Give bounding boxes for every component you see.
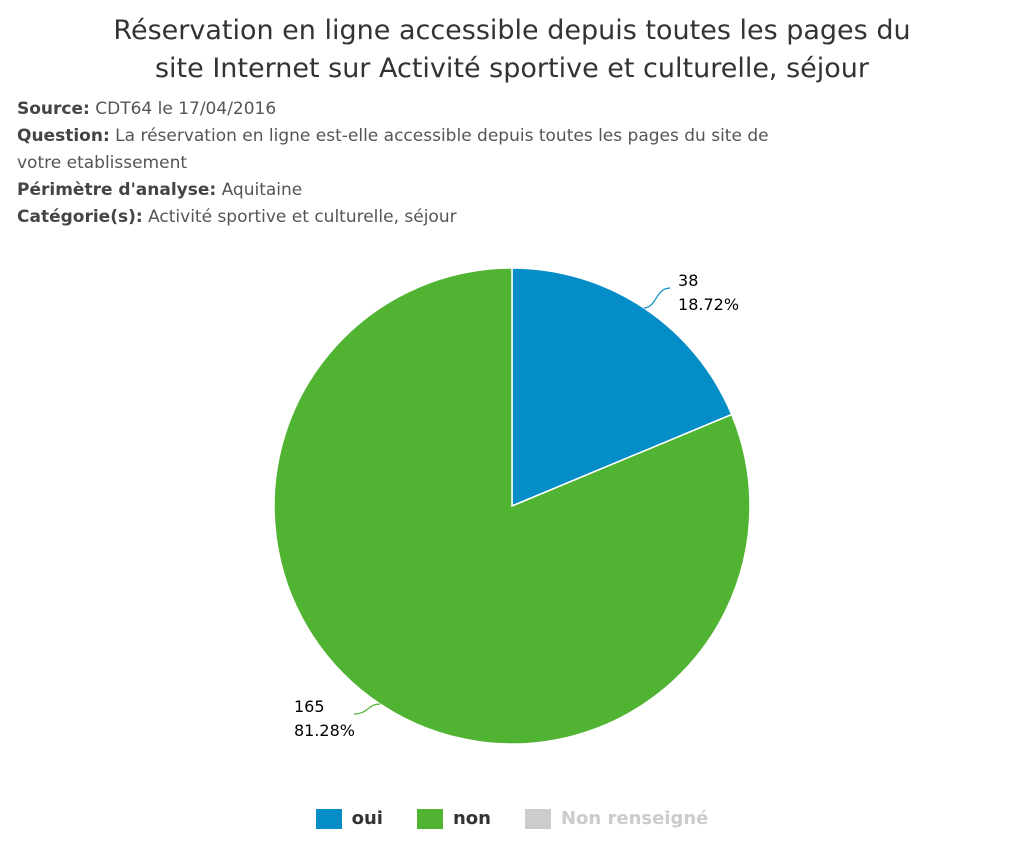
- meta-perimetre-key: Périmètre d'analyse:: [17, 180, 217, 200]
- legend-label-non: non: [452, 808, 491, 829]
- chart-title-line-2: site Internet sur Activité sportive et c…: [154, 53, 870, 84]
- meta-question-key: Question:: [17, 126, 110, 146]
- legend-item-non[interactable]: non: [416, 808, 491, 829]
- legend-label-oui: oui: [351, 808, 383, 829]
- meta-question-line-2: votre etablissement: [17, 153, 188, 173]
- chart-legend: oui non Non renseigné: [0, 808, 1024, 829]
- chart-title-line-1: Réservation en ligne accessible depuis t…: [113, 15, 911, 46]
- pie-label-percent-oui: 18.72%: [678, 295, 739, 314]
- meta-categorie: Catégorie(s): Activité sportive et cultu…: [17, 204, 917, 231]
- pie-label-percent-non: 81.28%: [294, 721, 355, 740]
- meta-perimetre: Périmètre d'analyse: Aquitaine: [17, 177, 917, 204]
- chart-title: Réservation en ligne accessible depuis t…: [0, 12, 1024, 88]
- pie-connector-oui: [643, 287, 671, 309]
- meta-source-value: CDT64 le 17/04/2016: [95, 99, 277, 119]
- legend-swatch-non-renseigné: [524, 808, 551, 829]
- legend-label-non-renseigné: Non renseigné: [560, 808, 709, 829]
- meta-question: Question: La réservation en ligne est-el…: [17, 123, 917, 150]
- meta-source: Source: CDT64 le 17/04/2016: [17, 96, 917, 123]
- legend-swatch-oui: [315, 808, 342, 829]
- pie-connector-non: [353, 703, 380, 715]
- pie-label-value-non: 165: [294, 697, 325, 716]
- legend-item-oui[interactable]: oui: [315, 808, 383, 829]
- pie-label-value-oui: 38: [678, 271, 698, 290]
- meta-categorie-key: Catégorie(s):: [17, 207, 143, 227]
- meta-question-value: La réservation en ligne est-elle accessi…: [115, 126, 769, 146]
- legend-swatch-non: [416, 808, 443, 829]
- chart-metadata: Source: CDT64 le 17/04/2016 Question: La…: [17, 96, 917, 231]
- meta-categorie-value: Activité sportive et culturelle, séjour: [148, 207, 457, 227]
- meta-source-key: Source:: [17, 99, 90, 119]
- pie-slice-non[interactable]: [273, 267, 751, 745]
- legend-item-non-renseigné[interactable]: Non renseigné: [524, 808, 709, 829]
- meta-perimetre-value: Aquitaine: [221, 180, 303, 200]
